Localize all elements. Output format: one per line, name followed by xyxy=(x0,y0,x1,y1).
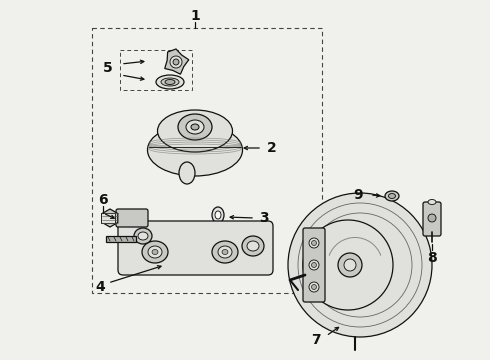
Ellipse shape xyxy=(165,80,175,85)
Ellipse shape xyxy=(152,249,158,255)
Ellipse shape xyxy=(134,228,152,244)
Text: 4: 4 xyxy=(95,280,105,294)
Circle shape xyxy=(303,220,393,310)
Circle shape xyxy=(309,282,319,292)
Bar xyxy=(120,50,192,90)
Circle shape xyxy=(338,253,362,277)
Ellipse shape xyxy=(178,114,212,140)
FancyBboxPatch shape xyxy=(303,228,325,302)
Polygon shape xyxy=(102,209,118,227)
Text: 1: 1 xyxy=(190,9,200,23)
Text: 5: 5 xyxy=(103,61,113,75)
Ellipse shape xyxy=(147,124,243,176)
Ellipse shape xyxy=(428,199,436,204)
Ellipse shape xyxy=(389,194,395,198)
FancyBboxPatch shape xyxy=(423,202,441,236)
Ellipse shape xyxy=(212,207,224,223)
Circle shape xyxy=(309,260,319,270)
Ellipse shape xyxy=(222,249,228,255)
Bar xyxy=(101,213,115,223)
Ellipse shape xyxy=(148,246,162,258)
Circle shape xyxy=(173,59,179,65)
Circle shape xyxy=(308,213,412,317)
FancyBboxPatch shape xyxy=(116,209,148,227)
Ellipse shape xyxy=(157,110,232,152)
Text: 9: 9 xyxy=(353,188,363,202)
Ellipse shape xyxy=(156,75,184,89)
Circle shape xyxy=(312,284,317,289)
Bar xyxy=(106,236,136,242)
Circle shape xyxy=(344,259,356,271)
Circle shape xyxy=(170,56,182,68)
Ellipse shape xyxy=(161,78,179,86)
Text: 6: 6 xyxy=(98,193,108,207)
Bar xyxy=(92,28,322,293)
Ellipse shape xyxy=(242,236,264,256)
Text: 7: 7 xyxy=(311,333,321,347)
Text: 8: 8 xyxy=(427,251,437,265)
Circle shape xyxy=(312,262,317,267)
FancyBboxPatch shape xyxy=(118,221,273,275)
Ellipse shape xyxy=(138,232,148,240)
Text: 2: 2 xyxy=(267,141,277,155)
Ellipse shape xyxy=(218,246,232,258)
Ellipse shape xyxy=(212,241,238,263)
Polygon shape xyxy=(165,49,189,74)
Ellipse shape xyxy=(385,191,399,201)
Ellipse shape xyxy=(247,241,259,251)
Ellipse shape xyxy=(179,162,195,184)
Text: 3: 3 xyxy=(259,211,269,225)
Ellipse shape xyxy=(186,120,204,134)
Ellipse shape xyxy=(142,241,168,263)
Circle shape xyxy=(288,193,432,337)
Circle shape xyxy=(428,214,436,222)
Circle shape xyxy=(298,203,422,327)
Ellipse shape xyxy=(191,124,199,130)
Ellipse shape xyxy=(215,211,221,219)
Circle shape xyxy=(312,240,317,246)
Circle shape xyxy=(309,238,319,248)
